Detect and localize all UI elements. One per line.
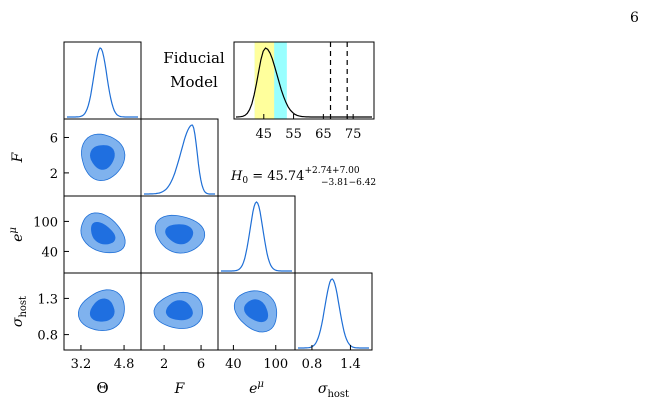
h0-equals-value: = 45.74 bbox=[248, 169, 304, 184]
marginal-curve-theta bbox=[67, 47, 138, 118]
y-tick-label-F-0: 6 bbox=[50, 131, 58, 146]
x-tick-label-sigma-0: 0.8 bbox=[302, 357, 323, 372]
x-tick-label-theta-1: 4.8 bbox=[114, 357, 135, 372]
h0-symbol: H bbox=[230, 169, 243, 184]
y-axis-label-F: F bbox=[10, 151, 26, 163]
h0-inset-frame bbox=[233, 41, 375, 120]
y-tick-label-emu-1: 40 bbox=[41, 245, 58, 260]
h0-upper-errors: +2.74+7.00 bbox=[304, 166, 359, 176]
panel-frame-r3c3 bbox=[294, 272, 373, 351]
x-tick-label-emu-1: 100 bbox=[263, 357, 288, 372]
x-tick-label-sigma-1: 1.4 bbox=[340, 357, 361, 372]
contour-inner-emu-theta bbox=[91, 222, 116, 245]
contour-inner-F-theta bbox=[90, 145, 115, 170]
y-axis-label-emu: eμ bbox=[8, 227, 26, 242]
figure-title-line1: Fiducial bbox=[163, 49, 225, 67]
h0-annotation: H0 = 45.74+2.74+7.00 bbox=[230, 166, 360, 186]
x-axis-label-F: F bbox=[174, 381, 186, 397]
x-axis-label-emu: eμ bbox=[249, 379, 264, 397]
marginal-curve-emu bbox=[221, 201, 292, 272]
x-axis-label-sigma-host: σhost bbox=[318, 381, 349, 400]
x-tick-label-F-0: 2 bbox=[160, 357, 168, 372]
marginal-curve-F bbox=[144, 124, 215, 195]
y-tick-label-sigma-0: 1.3 bbox=[37, 292, 58, 307]
h0-lower-errors: −3.81−6.42 bbox=[321, 178, 376, 188]
contour-inner-emu-F bbox=[165, 224, 194, 245]
y-tick-label-emu-0: 100 bbox=[33, 215, 58, 230]
page-number: 6 bbox=[630, 10, 639, 26]
y-tick-label-F-1: 2 bbox=[50, 167, 58, 182]
figure-title-line2: Model bbox=[170, 73, 218, 91]
y-axis-label-sigma-host: σhost bbox=[10, 296, 29, 327]
h0-tick-label-0: 45 bbox=[256, 127, 273, 142]
h0-posterior-curve bbox=[235, 47, 372, 118]
x-tick-label-theta-0: 3.2 bbox=[71, 357, 92, 372]
contour-inner-sigma-F bbox=[165, 300, 193, 321]
y-tick-label-sigma-1: 0.8 bbox=[37, 329, 58, 344]
marginal-curve-sigma bbox=[298, 278, 369, 349]
h0-tick-label-3: 75 bbox=[345, 127, 362, 142]
h0-tick-label-1: 55 bbox=[285, 127, 302, 142]
contour-inner-sigma-emu bbox=[244, 299, 269, 323]
h0-tick-label-2: 65 bbox=[315, 127, 332, 142]
x-tick-label-emu-0: 40 bbox=[225, 357, 242, 372]
h0-inset-panel: 45 55 65 75 bbox=[233, 41, 375, 142]
panel-frame-r2c2 bbox=[217, 195, 296, 274]
h0-subscript: 0 bbox=[242, 176, 248, 186]
x-axis-label-theta: Θ bbox=[96, 379, 108, 397]
contour-inner-sigma-theta bbox=[89, 298, 115, 322]
x-tick-label-F-1: 6 bbox=[197, 357, 205, 372]
h0-band-yellow bbox=[254, 42, 275, 119]
